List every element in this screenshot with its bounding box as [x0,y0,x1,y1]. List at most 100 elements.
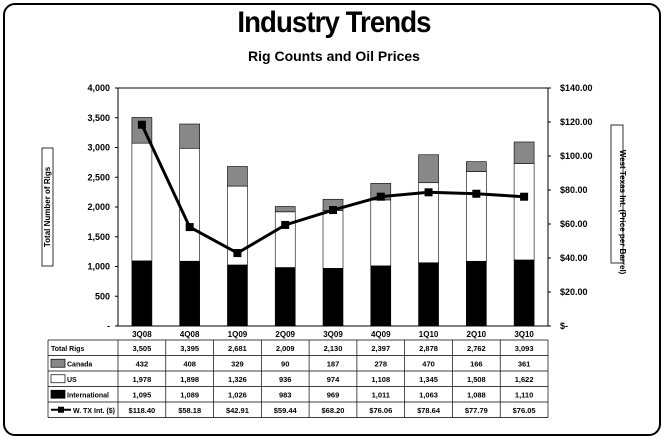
table-cell: 470 [422,359,435,368]
table-cell: 936 [279,375,292,384]
table-cell: 90 [281,359,289,368]
table-cell: 361 [518,359,531,368]
bar-us-2q09 [274,211,296,268]
wti-price-point [281,220,290,229]
y2-tick-label: $40.00 [560,253,588,263]
table-row-label: US [67,377,77,384]
bar-canada-4q08 [179,123,200,149]
table-cell: 2,878 [419,344,438,353]
y2-tick-label: $- [560,321,568,331]
x-tick-label: 4Q08 [180,330,200,339]
legend-swatch [50,389,66,399]
table-cell: 187 [327,359,340,368]
chart-title: Industry Trends [237,6,431,39]
wti-price-point [376,192,385,201]
table-cell: 329 [231,359,244,368]
y-tick-label: 1,000 [87,262,110,272]
table-row-label: International [67,392,109,399]
table-cell: $76.05 [513,406,536,415]
bar-us-3q09 [322,210,344,269]
table-cell: 1,089 [180,390,199,399]
x-tick-label: 4Q09 [371,330,391,339]
wti-price-point [137,120,146,129]
bar-international-4q08 [179,260,200,327]
legend-swatch [50,374,66,384]
y-tick-label: 2,500 [87,172,110,182]
table-cell: $77.79 [465,406,488,415]
bar-international-3q10 [513,259,535,327]
bar-international-1q10 [418,262,439,327]
table-cell: $58.18 [178,406,201,415]
x-tick-label: 1Q09 [228,330,248,339]
bar-us-4q08 [179,147,200,262]
table-cell: 2,009 [276,344,295,353]
bar-us-4q09 [370,199,392,267]
table-cell: $78.64 [417,406,441,415]
y-tick-label: 4,000 [87,83,110,93]
table-cell: 1,110 [515,390,533,399]
table-cell: 1,095 [132,390,151,399]
x-tick-label: 1Q10 [419,330,439,339]
bar-international-2q10 [466,260,487,327]
table-cell: 1,345 [419,375,438,384]
y2-axis-label-box [610,124,624,264]
x-tick-label: 2Q10 [467,330,487,339]
y-tick-label: 3,500 [87,113,110,123]
y2-tick-label: $140.00 [560,83,593,93]
legend-swatch-marker [58,406,64,413]
table-cell: 432 [136,359,149,368]
table-cell: 2,762 [467,344,486,353]
bar-international-3q08 [131,260,153,327]
table-cell: 974 [327,375,340,384]
bar-canada-2q10 [466,161,487,172]
table-cell: 1,898 [180,375,199,384]
table-cell: 3,395 [180,344,199,353]
table-cell: $42.91 [226,406,249,415]
bar-canada-1q09 [227,166,248,187]
bar-international-3q09 [322,268,344,327]
table-cell: 1,978 [132,375,151,384]
table-cell: 2,681 [228,344,247,353]
table-cell: 1,508 [467,375,486,384]
wti-price-point [329,206,337,215]
chart-frame [3,3,661,436]
table-cell: $76.06 [369,406,392,415]
table-cell: 2,397 [371,344,390,353]
x-tick-label: 3Q10 [514,330,534,339]
wti-price-point [424,188,433,197]
table-row-label: Total Rigs [51,346,84,353]
bar-us-3q10 [513,163,535,261]
table-row-label: W. TX Int. ($) [73,408,115,415]
bar-international-4q09 [370,265,392,327]
y2-tick-label: $20.00 [560,287,588,297]
y2-tick-label: $120.00 [560,117,593,127]
bar-canada-3q10 [513,141,535,164]
y-axis-label: Total Number of Rigs [43,166,52,247]
table-cell: 1,011 [372,390,390,399]
y2-axis-label: West Texas Int. (Price per Barrel) [618,150,627,275]
y-tick-label: - [107,321,110,331]
y-tick-label: 500 [95,291,110,301]
bar-us-2q10 [466,171,487,262]
bar-canada-2q09 [274,206,296,213]
table-cell: 969 [327,390,340,399]
bar-international-1q09 [227,264,248,327]
y-tick-label: 1,500 [87,232,110,242]
bar-international-2q09 [274,267,296,327]
x-tick-label: 2Q09 [275,330,295,339]
bar-us-3q08 [131,142,153,262]
table-cell: 3,093 [515,344,534,353]
table-cell: 408 [183,359,196,368]
wti-price-point [185,223,194,232]
y-tick-label: 2,000 [87,202,110,212]
table-cell: $68.20 [322,406,345,415]
table-cell: 983 [279,390,292,399]
y2-tick-label: $100.00 [560,151,593,161]
table-cell: $59.44 [274,406,298,415]
wti-price-point [472,189,481,198]
table-cell: 1,108 [371,375,390,384]
y-tick-label: 3,000 [87,143,110,153]
table-cell: 3,505 [132,344,151,353]
table-cell: 1,622 [515,375,534,384]
